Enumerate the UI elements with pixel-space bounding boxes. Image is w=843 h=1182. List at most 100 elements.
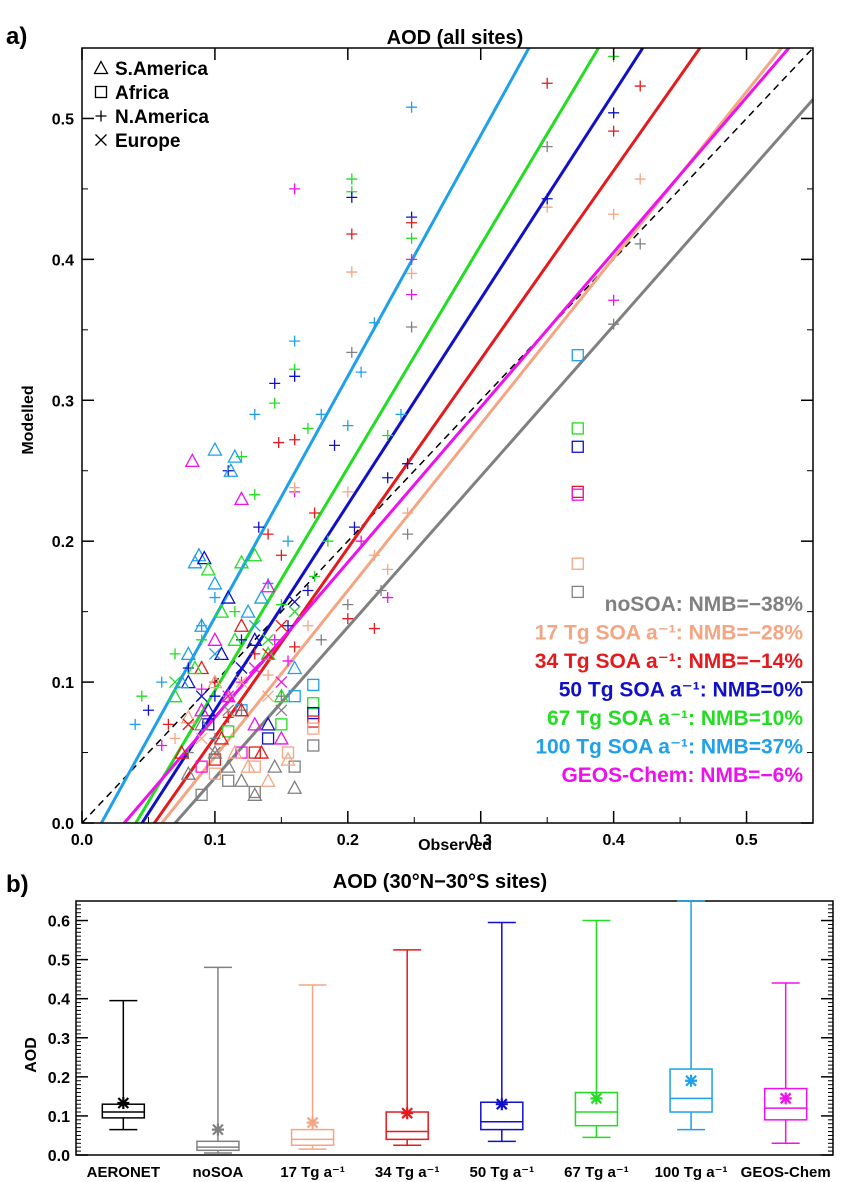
data-point-plus [262, 669, 274, 681]
symbol-legend-marker-square [94, 85, 108, 99]
data-point-square [571, 422, 584, 435]
data-point-cross [288, 605, 301, 618]
data-point-plus [249, 648, 261, 660]
symbol-legend-label: Africa [115, 83, 169, 104]
data-point-plus [209, 592, 221, 604]
x-tick-label: 0.0 [71, 832, 93, 849]
data-point-square [571, 557, 584, 570]
data-point-triangle [273, 730, 289, 745]
data-point-plus [608, 125, 620, 137]
data-point-cross [235, 662, 248, 674]
data-point-triangle [180, 765, 196, 780]
y-tick-label: 0.5 [52, 111, 74, 128]
data-point-triangle [227, 448, 243, 463]
data-point-plus [541, 193, 553, 205]
data-point-square [571, 585, 584, 599]
data-point-plus [302, 585, 314, 596]
data-point-triangle [253, 589, 270, 604]
box-label-soa50: 50 Tg a⁻¹ [470, 1164, 535, 1181]
data-point-triangle [220, 688, 236, 703]
data-point-square [248, 785, 261, 799]
data-point-plus [309, 507, 321, 519]
data-point-plus [229, 606, 241, 618]
data-point-plus [406, 253, 418, 265]
data-point-plus [196, 683, 208, 695]
box-mean-marker [685, 1074, 698, 1087]
y-tick-label: 0.6 [48, 914, 70, 931]
data-point-plus [382, 563, 394, 575]
data-point-triangle [240, 758, 256, 773]
data-point-square [307, 715, 320, 728]
box-plot-frame [75, 900, 834, 1156]
data-point-triangle [247, 547, 263, 562]
data-point-plus [289, 434, 301, 446]
y-tick-label: 0.2 [52, 534, 74, 551]
regression-legend-soa17: 17 Tg SOA a⁻¹: NMB=−28% [535, 622, 804, 645]
data-point-plus [382, 472, 394, 484]
data-point-plus [315, 634, 327, 646]
regression-legend-soa50: 50 Tg SOA a⁻¹: NMB=0% [559, 679, 804, 702]
data-point-square [307, 678, 320, 692]
data-point-plus [273, 437, 285, 449]
data-point-plus [346, 266, 358, 278]
data-point-plus [156, 676, 168, 688]
data-point-cross [208, 746, 221, 759]
data-point-cross [235, 676, 248, 689]
data-point-plus [348, 521, 360, 533]
panel-b-label: b) [6, 871, 29, 898]
data-point-triangle [227, 744, 243, 759]
data-point-cross [248, 662, 261, 674]
data-point-plus [355, 366, 367, 378]
data-point-plus [342, 599, 354, 611]
data-point-plus [634, 80, 646, 92]
data-point-triangle [194, 716, 210, 731]
y-tick-label: 0.4 [48, 992, 70, 1009]
box-iqr [290, 1128, 335, 1146]
data-point-triangle [191, 547, 207, 562]
box-noSOA [196, 966, 240, 1154]
data-point-triangle [187, 554, 203, 569]
box-mean-marker [779, 1092, 792, 1105]
data-point-plus [346, 191, 358, 203]
data-point-plus [634, 173, 646, 185]
regression-line-noSOA [173, 98, 813, 823]
box-mean-marker [306, 1116, 319, 1129]
data-point-plus [608, 294, 620, 306]
symbol-legend-label: N.America [115, 107, 209, 128]
data-point-plus [275, 549, 287, 561]
symbol-legend-marker-cross [95, 134, 107, 146]
data-point-plus [289, 482, 301, 494]
data-point-plus [382, 430, 394, 441]
regression-legend-geos: GEOS-Chem: NMB=−6% [561, 764, 803, 787]
data-point-plus [402, 458, 414, 470]
data-point-square [208, 767, 222, 780]
data-point-triangle [273, 688, 289, 703]
data-point-plus [222, 465, 234, 477]
data-point-square [571, 440, 584, 453]
data-point-plus [608, 107, 620, 119]
data-point-plus [302, 422, 314, 434]
data-point-triangle [260, 646, 276, 661]
data-point-plus [169, 648, 181, 660]
data-point-square [195, 788, 208, 801]
data-point-plus [282, 535, 294, 547]
data-point-cross [262, 633, 275, 646]
data-point-plus [406, 289, 418, 301]
box-label-noSOA: noSOA [193, 1164, 244, 1181]
panel-a-xlabel: Observed [418, 837, 492, 854]
data-point-plus [608, 208, 620, 220]
y-tick-label: 0.1 [52, 675, 74, 692]
data-point-plus [169, 732, 181, 744]
data-point-plus [375, 585, 387, 596]
data-point-plus [402, 528, 414, 540]
data-point-triangle [213, 730, 230, 745]
data-point-triangle [287, 660, 303, 675]
data-point-cross [182, 718, 195, 731]
box-mean-marker [495, 1098, 508, 1111]
data-point-plus [315, 408, 327, 420]
data-point-cross [169, 676, 181, 689]
symbol-legend-marker-triangle [93, 60, 109, 75]
data-point-triangle [233, 702, 250, 717]
data-point-triangle [260, 716, 276, 731]
